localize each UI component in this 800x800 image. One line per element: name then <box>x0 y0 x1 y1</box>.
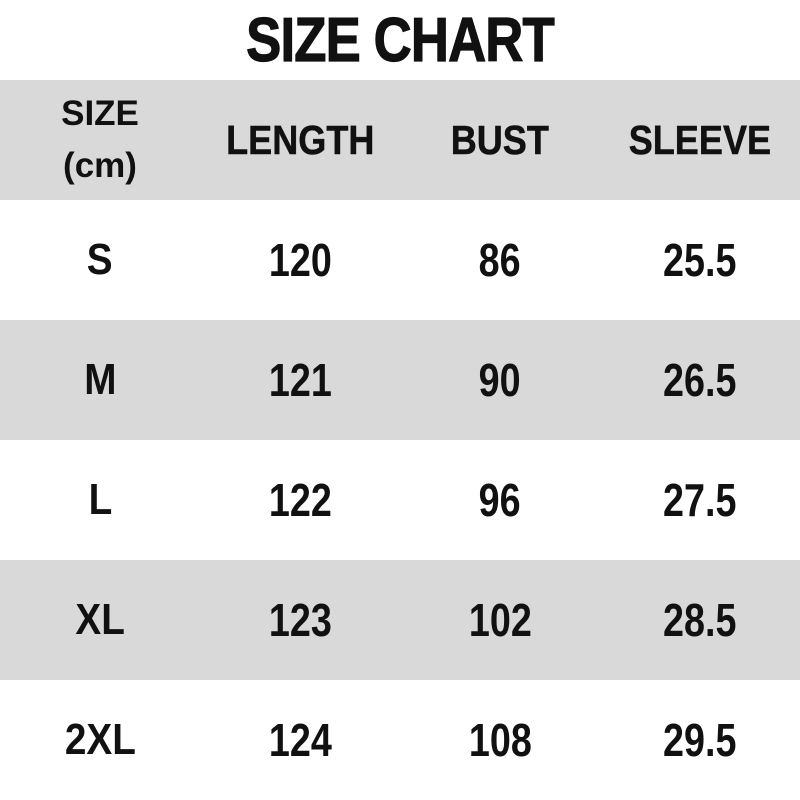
cell-bust: 108 <box>400 713 600 767</box>
bust-value: 90 <box>479 354 521 406</box>
size-label: M <box>83 355 117 404</box>
header-size-unit: (cm) <box>63 146 137 185</box>
cell-length: 120 <box>200 233 400 287</box>
cell-size: S <box>0 235 200 285</box>
cell-sleeve: 27.5 <box>600 473 800 527</box>
page-title-text: SIZE CHART <box>246 5 556 75</box>
header-size-label: SIZE <box>61 94 139 133</box>
bust-value: 86 <box>479 234 521 286</box>
cell-bust: 86 <box>400 233 600 287</box>
size-chart-table: SIZE (cm) LENGTH BUST SLEEVE S 120 86 <box>0 80 800 800</box>
size-label: 2XL <box>64 715 136 764</box>
table-row-s: S 120 86 25.5 <box>0 200 800 320</box>
header-bust-label: BUST <box>450 116 550 163</box>
cell-size: L <box>0 475 200 525</box>
sleeve-value: 27.5 <box>663 474 737 526</box>
length-value: 120 <box>268 234 332 286</box>
cell-sleeve: 28.5 <box>600 593 800 647</box>
cell-bust: 96 <box>400 473 600 527</box>
page-title: SIZE CHART <box>0 0 800 80</box>
bust-value: 96 <box>479 474 521 526</box>
sleeve-value: 26.5 <box>663 354 737 406</box>
cell-size: 2XL <box>0 715 200 765</box>
table-row-xl: XL 123 102 28.5 <box>0 560 800 680</box>
header-cell-length: LENGTH <box>200 116 400 164</box>
header-sleeve-label: SLEEVE <box>628 116 772 163</box>
cell-bust: 90 <box>400 353 600 407</box>
cell-sleeve: 29.5 <box>600 713 800 767</box>
cell-size: M <box>0 355 200 405</box>
length-value: 123 <box>268 594 332 646</box>
table-row-2xl: 2XL 124 108 29.5 <box>0 680 800 800</box>
sleeve-value: 25.5 <box>663 234 737 286</box>
header-length-label: LENGTH <box>225 116 375 163</box>
cell-length: 123 <box>200 593 400 647</box>
size-label: XL <box>75 595 125 644</box>
cell-length: 121 <box>200 353 400 407</box>
header-cell-bust: BUST <box>400 116 600 164</box>
table-row-m: M 121 90 26.5 <box>0 320 800 440</box>
sleeve-value: 28.5 <box>663 594 737 646</box>
length-value: 124 <box>268 714 332 766</box>
bust-value: 108 <box>468 714 532 766</box>
size-label: L <box>88 475 112 524</box>
length-value: 122 <box>268 474 332 526</box>
sleeve-value: 29.5 <box>663 714 737 766</box>
cell-length: 122 <box>200 473 400 527</box>
header-cell-size: SIZE (cm) <box>0 88 200 192</box>
bust-value: 102 <box>468 594 532 646</box>
length-value: 121 <box>268 354 332 406</box>
cell-sleeve: 25.5 <box>600 233 800 287</box>
table-row-l: L 122 96 27.5 <box>0 440 800 560</box>
cell-bust: 102 <box>400 593 600 647</box>
size-label: S <box>87 235 113 284</box>
cell-sleeve: 26.5 <box>600 353 800 407</box>
table-header-row: SIZE (cm) LENGTH BUST SLEEVE <box>0 80 800 200</box>
header-cell-sleeve: SLEEVE <box>600 116 800 164</box>
cell-size: XL <box>0 595 200 645</box>
cell-length: 124 <box>200 713 400 767</box>
